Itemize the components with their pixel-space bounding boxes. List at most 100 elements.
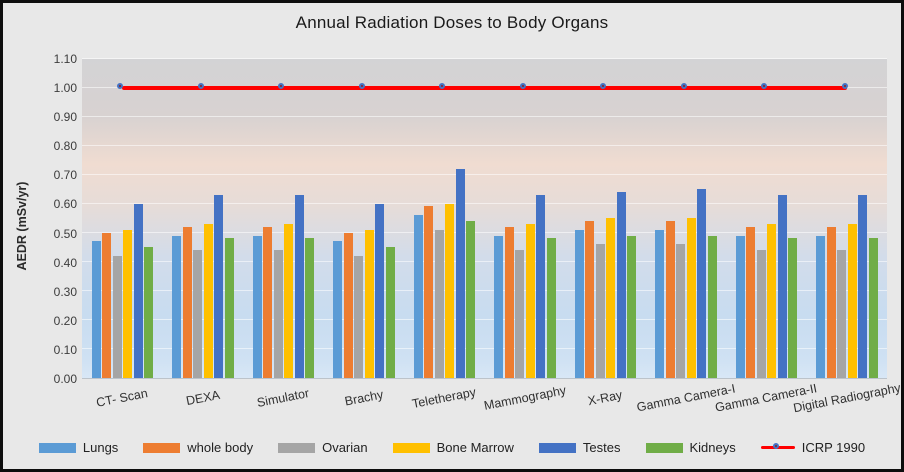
bar-kidneys (707, 235, 717, 378)
bar-kidneys (144, 247, 153, 378)
bar-group (807, 59, 888, 378)
bar-testes (858, 194, 867, 378)
bar-whole-body (826, 226, 836, 378)
plot-area (82, 57, 888, 379)
icrp-marker (358, 83, 365, 90)
bar-bone-marrow (847, 223, 857, 378)
bar-group (163, 59, 244, 378)
bar-whole-body (746, 226, 755, 378)
y-tick-label: 0.70 (53, 168, 77, 183)
gridline (82, 290, 887, 292)
bar-group (485, 59, 566, 378)
bar-kidneys (385, 247, 395, 378)
bar-whole-body (585, 220, 594, 378)
gridline (82, 232, 887, 234)
legend-item-testes: Testes (538, 440, 621, 455)
icrp-marker (519, 83, 526, 90)
icrp-marker (439, 83, 446, 90)
bar-testes (455, 168, 465, 378)
gridline (82, 348, 887, 350)
legend-swatch (538, 442, 576, 453)
bar-testes (214, 194, 223, 378)
bar-ovarian (837, 250, 846, 378)
bar-ovarian (676, 244, 685, 378)
y-tick-label: 0.90 (53, 110, 77, 125)
icrp-marker (761, 83, 768, 90)
bar-testes (777, 194, 787, 378)
x-category-label: X-Ray (586, 387, 624, 409)
bar-kidneys (546, 238, 556, 378)
gridline (82, 261, 887, 263)
bar-ovarian (354, 255, 363, 378)
bar-ovarian (112, 255, 122, 378)
y-tick-label: 0.20 (53, 313, 77, 328)
gridline (82, 202, 887, 204)
bar-bone-marrow (606, 218, 615, 378)
y-tick-label: 1.00 (53, 81, 77, 96)
legend-item-ovarian: Ovarian (278, 440, 368, 455)
x-category-label: Simulator (256, 386, 311, 410)
legend-item-bone-marrow: Bone Marrow (392, 440, 514, 455)
legend-line-swatch (760, 442, 795, 453)
bar-group (324, 59, 405, 378)
bar-kidneys (466, 220, 475, 378)
bar-testes (616, 191, 626, 378)
y-tick-label: 0.80 (53, 139, 77, 154)
bar-lungs (172, 235, 181, 378)
bar-testes (375, 203, 384, 378)
y-tick-label: 0.30 (53, 284, 77, 299)
bar-kidneys (224, 238, 234, 378)
bar-bone-marrow (203, 223, 213, 378)
legend-item-kidneys: Kidneys (645, 440, 736, 455)
legend-swatch (143, 442, 181, 453)
icrp-marker (600, 83, 607, 90)
bar-whole-body (424, 206, 433, 378)
bar-lungs (252, 235, 262, 378)
bar-whole-body (182, 226, 192, 378)
gridline (82, 173, 887, 175)
icrp-marker (841, 83, 848, 90)
icrp-marker (278, 83, 285, 90)
bar-group (565, 59, 646, 378)
gridline (82, 144, 887, 146)
y-tick-label: 0.10 (53, 342, 77, 357)
x-category-label: Teletherapy (411, 384, 478, 412)
bar-whole-body (263, 226, 272, 378)
legend-label: Ovarian (322, 440, 368, 455)
bar-bone-marrow (767, 223, 776, 378)
bar-bone-marrow (525, 223, 535, 378)
bar-lungs (333, 241, 342, 378)
legend-item-lungs: Lungs (38, 440, 118, 455)
bar-ovarian (515, 250, 524, 378)
bar-ovarian (434, 229, 444, 378)
x-category-label: DEXA (184, 387, 221, 409)
bar-lungs (413, 215, 423, 378)
legend-item-whole-body: whole body (143, 440, 253, 455)
legend-label: Kidneys (689, 440, 736, 455)
icrp-marker (680, 83, 687, 90)
icrp-line (122, 86, 847, 91)
y-tick-label: 1.10 (53, 52, 77, 66)
gridline (82, 319, 887, 321)
bar-ovarian (193, 250, 202, 378)
bar-ovarian (595, 244, 605, 378)
legend-line-marker (772, 442, 779, 449)
bar-lungs (735, 235, 745, 378)
bar-bone-marrow (123, 229, 132, 378)
x-category-label: Brachy (343, 387, 385, 409)
bar-bone-marrow (284, 223, 293, 378)
bar-group (243, 59, 324, 378)
y-tick-label: 0.00 (53, 372, 77, 386)
legend-label: ICRP 1990 (801, 440, 866, 455)
bar-whole-body (665, 220, 675, 378)
bar-whole-body (343, 232, 353, 378)
bar-lungs (494, 235, 503, 378)
bar-kidneys (788, 238, 797, 378)
bar-group (726, 59, 807, 378)
y-tick-label: 0.40 (53, 255, 77, 270)
bar-group (404, 59, 485, 378)
bar-ovarian (756, 250, 766, 378)
legend-label: Bone Marrow (436, 440, 514, 455)
bar-testes (697, 188, 706, 378)
